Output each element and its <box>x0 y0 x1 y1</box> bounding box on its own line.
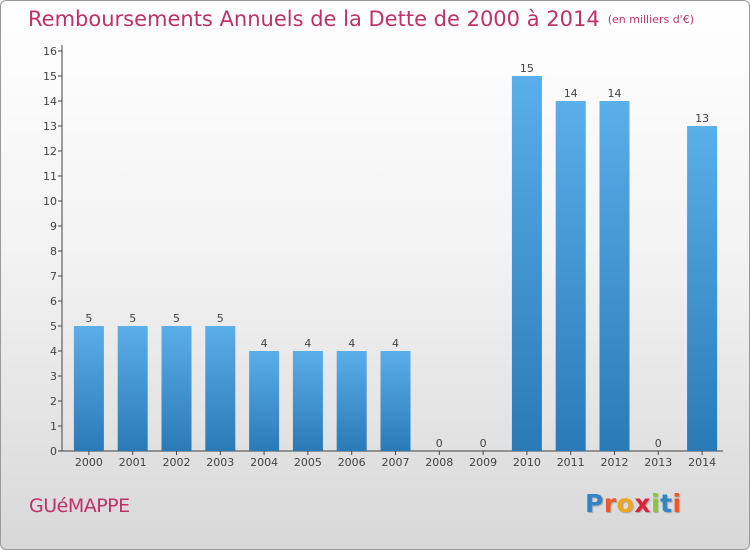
x-tick-label: 2008 <box>425 456 453 469</box>
bar-2004 <box>249 351 280 451</box>
data-label-2007: 4 <box>392 337 399 350</box>
bar-2007 <box>380 351 411 451</box>
data-label-2002: 5 <box>173 312 180 325</box>
x-tick-label: 2010 <box>513 456 541 469</box>
data-labels: 5 5 5 5 4 4 4 4 0 0 15 14 14 0 13 <box>85 62 709 450</box>
y-tick-label: 13 <box>43 120 57 133</box>
bar-2014 <box>687 126 718 451</box>
bar-2005 <box>292 351 323 451</box>
data-label-2009: 0 <box>480 437 487 450</box>
chart-title: Remboursements Annuels de la Dette de 20… <box>28 7 694 31</box>
y-tick-label: 10 <box>43 195 57 208</box>
x-tick-label: 2003 <box>206 456 234 469</box>
data-label-2013: 0 <box>655 437 662 450</box>
y-tick-label: 15 <box>43 70 57 83</box>
logo-letter: t <box>660 489 673 518</box>
x-tick-label: 2007 <box>382 456 410 469</box>
x-tick-label: 2000 <box>75 456 103 469</box>
data-label-2004: 4 <box>261 337 268 350</box>
y-tick-label: 6 <box>50 295 57 308</box>
logo-letter: i <box>672 489 682 518</box>
y-tick-label: 11 <box>43 170 57 183</box>
y-tick-label: 16 <box>43 45 57 58</box>
logo-letter: x <box>634 489 651 518</box>
x-tick-label: 2009 <box>469 456 497 469</box>
data-label-2011: 14 <box>564 87 578 100</box>
x-tick-label: 2011 <box>557 456 585 469</box>
y-tick-label: 0 <box>50 445 57 458</box>
y-tick-label: 8 <box>50 245 57 258</box>
data-label-2005: 4 <box>304 337 311 350</box>
y-tick-label: 9 <box>50 220 57 233</box>
data-label-2001: 5 <box>129 312 136 325</box>
logo-letter: P <box>585 489 604 518</box>
bar-2010 <box>511 76 542 451</box>
chart-unit-label: (en milliers d'€) <box>607 13 694 26</box>
y-tick-label: 12 <box>43 145 57 158</box>
data-label-2003: 5 <box>217 312 224 325</box>
bars <box>73 76 718 451</box>
y-tick-label: 4 <box>50 345 57 358</box>
bar-2006 <box>336 351 367 451</box>
data-label-2012: 14 <box>608 87 622 100</box>
bar-2003 <box>205 326 236 451</box>
x-tick-label: 2013 <box>644 456 672 469</box>
y-tick-label: 14 <box>43 95 57 108</box>
x-tick-label: 2012 <box>601 456 629 469</box>
logo-letter: o <box>616 489 635 518</box>
data-label-2010: 15 <box>520 62 534 75</box>
commune-name: GUéMAPPE <box>29 495 130 517</box>
y-tick-label: 1 <box>50 420 57 433</box>
bar-2011 <box>555 101 586 451</box>
proxiti-logo[interactable]: Proxiti <box>585 489 682 518</box>
chart-title-text: Remboursements Annuels de la Dette de 20… <box>28 7 600 31</box>
x-tick-label: 2002 <box>163 456 191 469</box>
x-axis: 2000 2001 2002 2003 2004 2005 2006 2007 2008 2009… <box>62 450 723 469</box>
data-label-2014: 13 <box>695 112 709 125</box>
x-tick-label: 2014 <box>688 456 716 469</box>
x-tick-label: 2001 <box>119 456 147 469</box>
bar-2002 <box>161 326 192 451</box>
x-tick-label: 2004 <box>250 456 278 469</box>
y-tick-label: 3 <box>50 370 57 383</box>
bar-2012 <box>599 101 630 451</box>
y-tick-label: 7 <box>50 270 57 283</box>
x-tick-label: 2006 <box>338 456 366 469</box>
logo-letter: i <box>651 489 661 518</box>
y-tick-label: 2 <box>50 395 57 408</box>
bar-2000 <box>73 326 104 451</box>
logo-letter: r <box>603 489 617 518</box>
x-tick-label: 2005 <box>294 456 322 469</box>
data-label-2008: 0 <box>436 437 443 450</box>
data-label-2006: 4 <box>348 337 355 350</box>
y-tick-label: 5 <box>50 320 57 333</box>
bar-2001 <box>117 326 148 451</box>
data-label-2000: 5 <box>85 312 92 325</box>
